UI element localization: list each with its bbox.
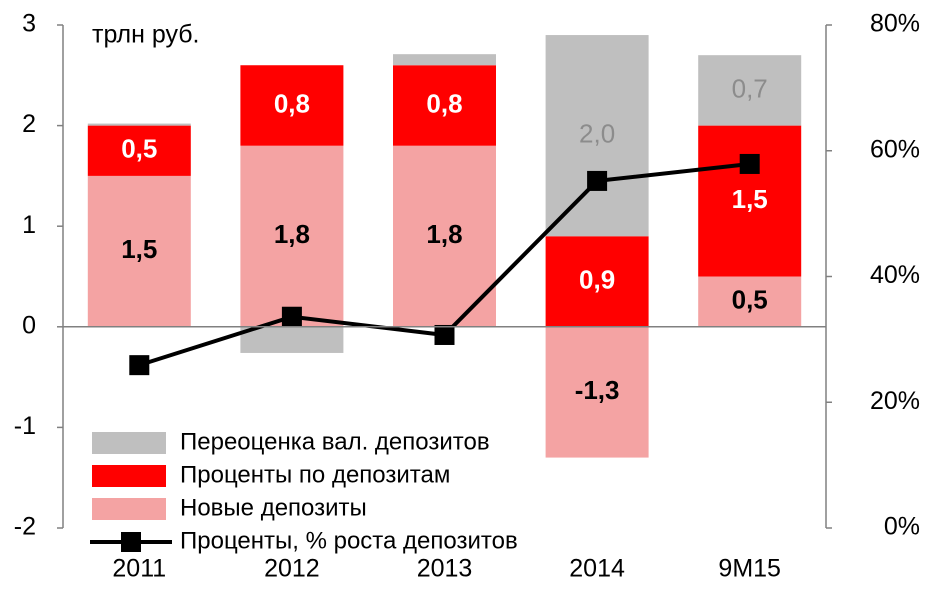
bar-segment (393, 54, 496, 66)
y-tick-label: -2 (14, 513, 36, 541)
y-tick-label: 1 (22, 211, 36, 239)
y-tick-label: 0 (22, 311, 36, 339)
bar-segment (698, 125, 802, 277)
bar-segment (87, 123, 191, 126)
x-tick-label: 2014 (569, 555, 625, 583)
value-label: 0,5 (121, 134, 157, 164)
y2-tick-label: 40% (870, 261, 920, 289)
bar-segment (698, 276, 802, 327)
y-tick-label: -1 (14, 412, 36, 440)
legend-swatch (92, 432, 166, 454)
line-marker (587, 170, 608, 191)
value-label: 0,8 (426, 88, 462, 118)
value-label: 1,5 (732, 184, 768, 214)
y2-tick-label: 20% (870, 387, 920, 415)
unit-annotation: трлн руб. (92, 21, 200, 49)
value-label: 2,0 (579, 119, 615, 149)
line-marker (129, 355, 150, 376)
bar-segment (240, 65, 344, 146)
x-tick-label: 2013 (417, 555, 473, 583)
bar-segment (240, 326, 344, 353)
bar-segment (698, 55, 802, 126)
bar-segment (545, 326, 649, 458)
x-tick-label: 2011 (112, 555, 166, 583)
legend-label: Новые депозиты (180, 494, 367, 521)
y2-tick-label: 0% (884, 513, 920, 541)
legend-label: Проценты, % роста депозитов (180, 527, 518, 554)
value-label: 0,5 (732, 285, 768, 315)
bar-segment (393, 145, 496, 327)
y-tick-label: 2 (22, 110, 36, 138)
bar-segment (87, 125, 191, 176)
bar-segment (87, 175, 191, 327)
x-tick-label: 2012 (264, 555, 320, 583)
legend-swatch (92, 498, 166, 520)
x-tick-label: 9M15 (718, 555, 781, 583)
bar-segment (393, 65, 496, 146)
legend-swatch (92, 465, 166, 487)
legend-marker (121, 532, 141, 552)
legend-label: Переоценка вал. депозитов (180, 428, 490, 455)
legend-label: Проценты по депозитам (180, 461, 450, 488)
bar-segment (240, 145, 344, 327)
value-label: 0,7 (732, 73, 768, 103)
value-label: 0,9 (579, 264, 615, 294)
bar-segment (545, 236, 649, 327)
line-marker (434, 324, 455, 345)
line-marker (739, 153, 760, 174)
line-marker (281, 306, 302, 327)
value-label: 1,8 (426, 219, 462, 249)
y2-tick-label: 80% (870, 10, 920, 38)
bar-segment (545, 35, 649, 237)
y-tick-label: 3 (22, 10, 36, 38)
value-label: -1,3 (575, 375, 620, 405)
value-label: 0,8 (274, 88, 310, 118)
value-label: 1,8 (274, 219, 310, 249)
value-label: 1,5 (121, 234, 157, 264)
y2-tick-label: 60% (870, 135, 920, 163)
